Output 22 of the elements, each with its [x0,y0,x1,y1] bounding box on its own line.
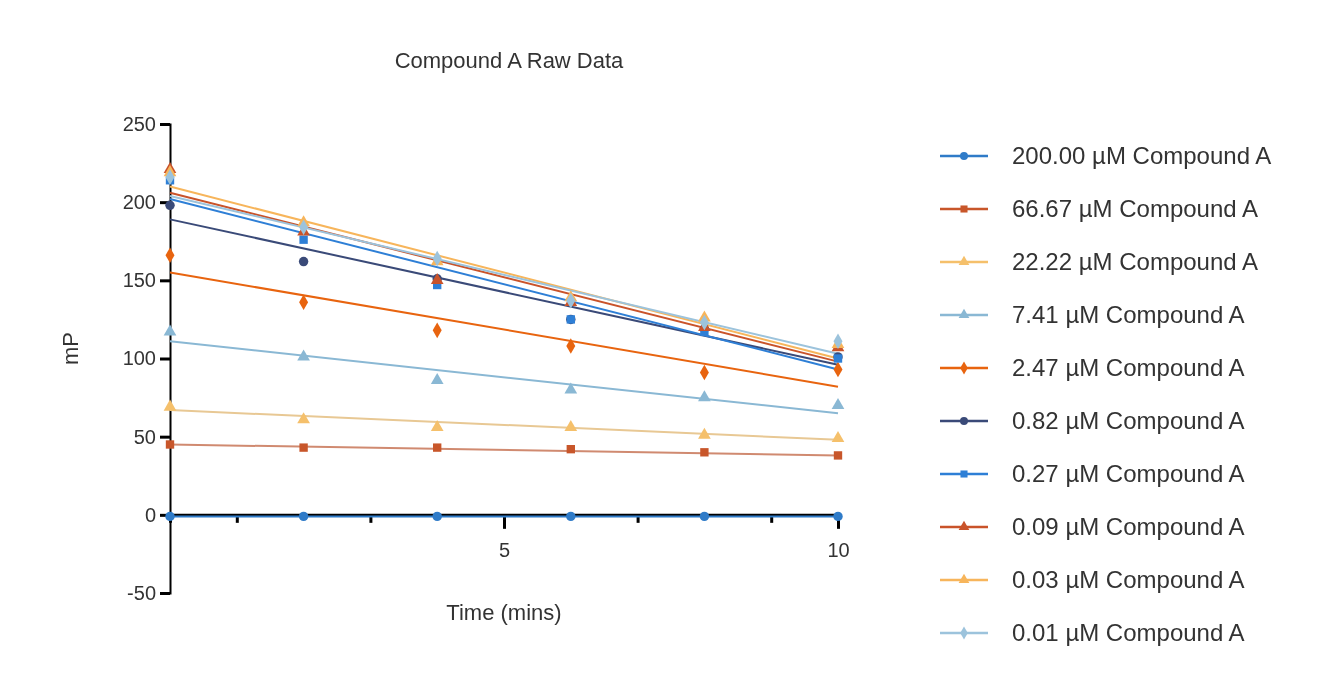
y-tick-label: 50 [133,425,156,448]
x-tick-label: 10 [827,539,850,562]
legend-label: 2.47 µM Compound A [1012,354,1245,381]
legend-label: 0.82 µM Compound A [1012,407,1245,434]
y-tick-label: -50 [127,581,156,604]
x-axis-title: Time (mins) [446,600,562,625]
legend-label: 0.03 µM Compound A [1012,566,1245,593]
legend-label: 22.22 µM Compound A [1012,248,1258,275]
y-tick-label: 200 [122,191,156,214]
legend-label: 0.09 µM Compound A [1012,513,1245,540]
y-tick-label: 150 [122,269,156,292]
legend-label: 66.67 µM Compound A [1012,195,1258,222]
y-axis-title: mP [58,332,83,365]
x-tick-label: 5 [498,539,511,562]
legend-label: 0.27 µM Compound A [1012,460,1245,487]
chart-title: Compound A Raw Data [394,48,625,73]
legend-label: 0.01 µM Compound A [1012,619,1245,646]
y-tick-label: 0 [144,503,156,526]
y-tick-label: 250 [122,112,156,135]
y-tick-label: 100 [122,347,156,370]
legend-label: 7.41 µM Compound A [1012,301,1245,328]
legend-label: 200.00 µM Compound A [1012,142,1272,169]
